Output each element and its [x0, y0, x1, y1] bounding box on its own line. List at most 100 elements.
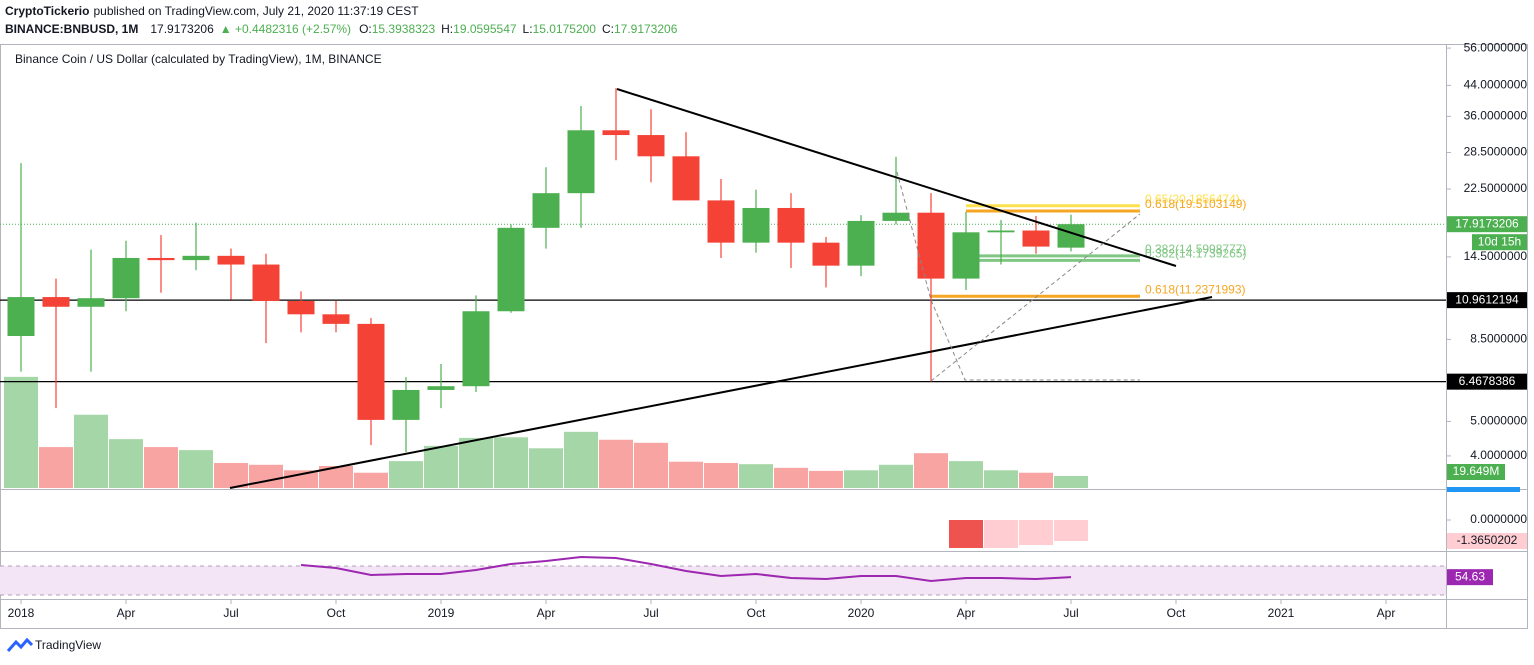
x-tick-label: 2020 [848, 606, 875, 620]
candle-body [497, 227, 525, 312]
volume-bar [774, 467, 808, 488]
volume-bar [634, 442, 668, 488]
volume-bar [704, 462, 738, 488]
volume-bar [529, 448, 563, 488]
x-tick-label: Apr [957, 606, 976, 620]
candle-body [532, 193, 560, 228]
candle-body [952, 232, 980, 279]
fib-label: 0.382(14.5998777) [1145, 242, 1246, 256]
x-tick-label: Oct [747, 606, 766, 620]
rsi-last-label-box [1447, 569, 1493, 586]
axis-layer: 56.0000000 44.0000000 36.0000000 28.5000000… [8, 40, 1528, 620]
symbol: BINANCE:BNBUSD, 1M [5, 22, 138, 36]
macd-last-label-box [1447, 533, 1527, 550]
candle-body [357, 323, 385, 420]
volume-bar [109, 439, 143, 488]
candle-body [777, 207, 805, 243]
y-tick-label: 22.5000000 [1464, 181, 1528, 195]
y-tick-label: 5.0000000 [1470, 414, 1527, 428]
volume-bar [319, 466, 353, 488]
publisher: CryptoTickerio [5, 4, 89, 18]
volume-bar [389, 461, 423, 488]
ohlc-value: 17.9173206 [614, 22, 678, 36]
y-tick-label: 56.0000000 [1464, 40, 1528, 54]
x-tick-label: 2019 [428, 606, 455, 620]
volume-label: 19.649M [1453, 464, 1500, 478]
last-price: 17.9173206 [150, 22, 214, 36]
x-tick-label: Jul [643, 606, 658, 620]
candle-body [287, 300, 315, 315]
volume-bar [214, 462, 248, 488]
y-tick-label: 4.0000000 [1470, 448, 1527, 462]
ohlc-label: L: [523, 22, 533, 36]
volume-bar [844, 470, 878, 488]
volume-bar [984, 470, 1018, 488]
volume-bar [144, 447, 178, 488]
candle-body [567, 130, 595, 194]
macd-last-label: -1.3650202 [1457, 533, 1518, 547]
candle-layer [7, 88, 1085, 453]
fib-label: 0.382(14.1739265) [1145, 247, 1246, 261]
candle-body [917, 212, 945, 279]
candle-body [427, 386, 455, 390]
ohlc-value: 15.3938323 [372, 22, 436, 36]
volume-bar [949, 461, 983, 488]
volume-bar [74, 414, 108, 488]
rsi-line [300, 556, 1072, 583]
candle-body [77, 298, 105, 307]
ohlc-value: 15.0175200 [533, 22, 597, 36]
x-tick-label: 2021 [1268, 606, 1295, 620]
y-tick-label: 14.5000000 [1464, 249, 1528, 263]
y-tick-label: 44.0000000 [1464, 78, 1528, 92]
level-layer: 0.65(20.1856474)0.618(19.5103149) 0.382(1… [0, 192, 1446, 383]
published: published on TradingView.com, July 21, 2… [93, 4, 419, 18]
candle-body [182, 255, 210, 261]
footer-logo: TradingView [6, 637, 101, 652]
candle-body [7, 297, 35, 337]
y-tick-label: 28.5000000 [1464, 145, 1528, 159]
candle-body [707, 200, 735, 243]
symbol-line: BINANCE:BNBUSD, 1M 17.9173206 ▲ +0.4482316… [5, 22, 678, 36]
candle-body [637, 135, 665, 157]
logo [6, 637, 34, 652]
candle-body [812, 242, 840, 266]
price-line-label: 6.4678386 [1459, 374, 1516, 388]
volume-bar [669, 461, 703, 488]
volume-bar [4, 376, 38, 488]
macd-bar [949, 520, 983, 548]
x-tick-label: Oct [327, 606, 346, 620]
volume-bar [354, 472, 388, 488]
volume-label-box [1447, 463, 1505, 480]
fib-label: 0.618(19.5103149) [1145, 197, 1246, 211]
candle-body [42, 297, 70, 307]
fib-label: 0.65(20.1856474) [1145, 192, 1240, 206]
macd-bar [1054, 520, 1088, 542]
volume-bar [424, 445, 458, 488]
change: ▲ +0.4482316 (+2.57%) [220, 22, 351, 36]
rsi-last-label: 54.63 [1455, 569, 1485, 583]
candle-body [672, 156, 700, 201]
candle-body [462, 311, 490, 387]
y-tick-label: 0.0000000 [1470, 512, 1527, 526]
candle-body [987, 230, 1015, 233]
drawings [229, 88, 1213, 489]
background-layer [0, 376, 1446, 596]
y-tick-label: 36.0000000 [1464, 109, 1528, 123]
last-price-label-box [1447, 216, 1527, 233]
price-line-label-box [1447, 292, 1527, 309]
rsi-band [0, 566, 1446, 596]
x-tick-label: Apr [1377, 606, 1396, 620]
candle-body [882, 212, 910, 221]
volume-bar [179, 450, 213, 488]
ohlc-label: C: [602, 22, 614, 36]
volume-bar [599, 439, 633, 488]
volume-bar [879, 464, 913, 488]
header-line: CryptoTickerio published on TradingView.c… [5, 4, 419, 18]
volume-bar [1019, 472, 1053, 488]
candle-body [112, 257, 140, 299]
volume-bar [494, 437, 528, 488]
volume-bar [459, 437, 493, 488]
axis-marker [1447, 487, 1520, 492]
